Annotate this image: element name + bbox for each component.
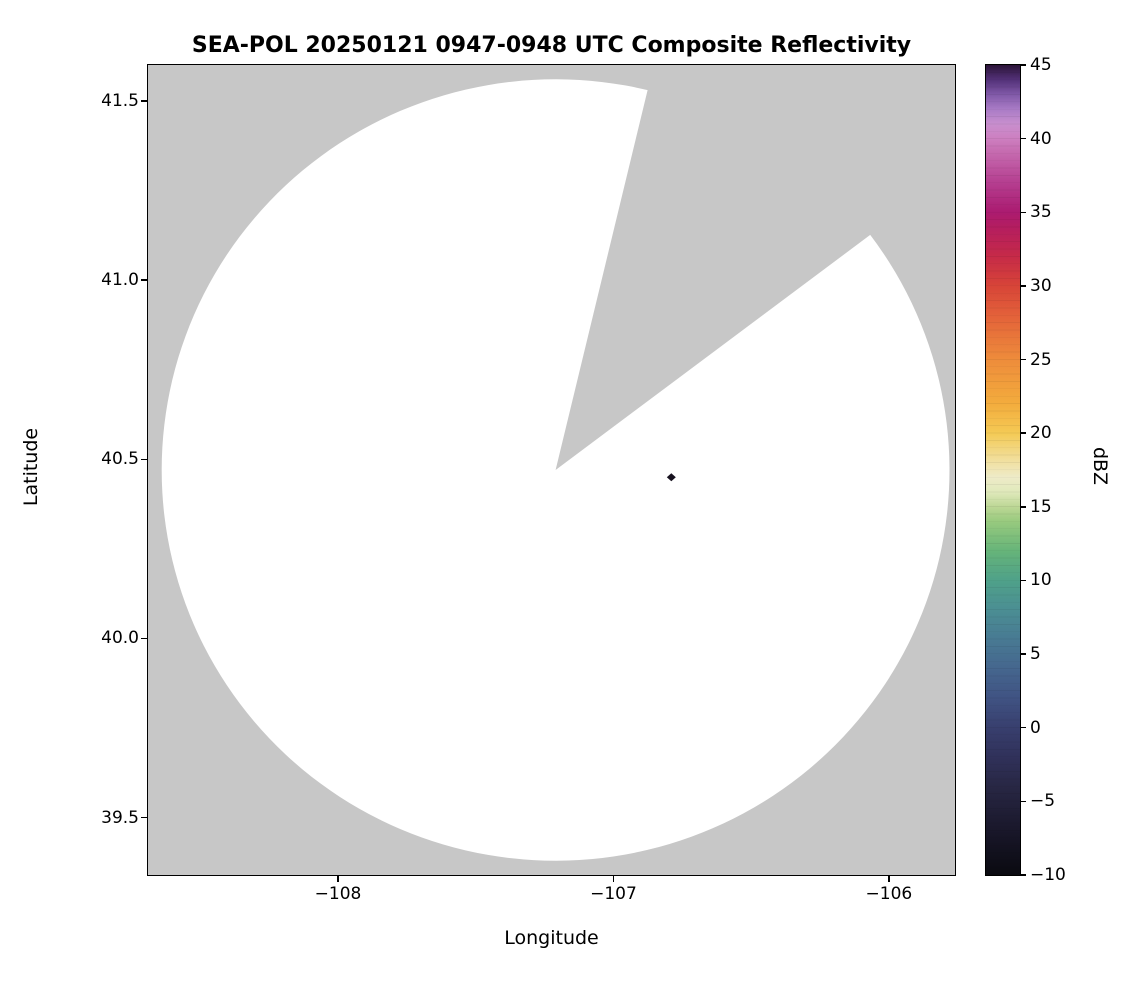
x-axis-label: Longitude [504, 927, 599, 949]
colorbar-tick-label: 5 [1030, 644, 1041, 665]
colorbar-tick-label: 25 [1030, 349, 1052, 370]
colorbar-tick-mark [1021, 506, 1026, 508]
radar-plot-svg [161, 79, 950, 861]
colorbar-tick-label: 35 [1030, 202, 1052, 223]
colorbar-label: dBZ [1089, 446, 1111, 486]
colorbar-tick-mark [1021, 800, 1026, 803]
colorbar [985, 64, 1021, 876]
x-tick-mark [337, 876, 339, 882]
colorbar-tick-mark [1021, 358, 1026, 361]
y-tick-mark [141, 100, 147, 102]
colorbar-tick-label: 15 [1030, 496, 1052, 517]
y-tick-label: 40.0 [101, 628, 139, 649]
plot-area [147, 64, 956, 876]
x-tick-mark [888, 876, 890, 882]
y-tick-label: 41.0 [101, 270, 139, 291]
colorbar-tick-label: 20 [1030, 423, 1052, 444]
y-tick-mark [141, 458, 147, 460]
colorbar-tick-label: 0 [1030, 717, 1041, 738]
colorbar-tick-mark [1021, 432, 1026, 434]
y-tick-label: 41.5 [101, 90, 139, 111]
chart-title: SEA-POL 20250121 0947-0948 UTC Composite… [191, 33, 912, 58]
colorbar-tick-label: 30 [1030, 275, 1052, 296]
colorbar-tick-mark [1021, 285, 1026, 287]
colorbar-tick-label: 45 [1030, 55, 1052, 75]
y-axis-label: Latitude [20, 427, 42, 507]
y-tick-label: 39.5 [101, 807, 139, 828]
colorbar-tick-label: −5 [1030, 791, 1056, 812]
colorbar-tick-mark [1021, 211, 1026, 213]
y-tick-mark [141, 816, 147, 819]
x-tick-label: −108 [314, 884, 362, 904]
y-tick-mark [141, 637, 147, 640]
x-tick-mark [612, 876, 615, 882]
colorbar-discrete-bands [986, 65, 1020, 875]
echo-point [666, 473, 676, 482]
x-tick-label: −106 [865, 884, 913, 904]
colorbar-tick-mark [1021, 727, 1026, 729]
x-tick-label: −107 [590, 884, 637, 904]
colorbar-tick-mark [1021, 579, 1026, 582]
colorbar-tick-mark [1021, 874, 1026, 876]
y-tick-mark [141, 279, 147, 281]
colorbar-tick-mark [1021, 64, 1026, 66]
colorbar-tick-mark [1021, 137, 1026, 140]
y-tick-label: 40.5 [101, 449, 139, 470]
colorbar-tick-label: 10 [1030, 570, 1052, 591]
colorbar-tick-label: 40 [1030, 128, 1052, 149]
colorbar-tick-label: −10 [1030, 865, 1066, 885]
radar-coverage-area [161, 79, 950, 861]
colorbar-tick-mark [1021, 653, 1026, 655]
